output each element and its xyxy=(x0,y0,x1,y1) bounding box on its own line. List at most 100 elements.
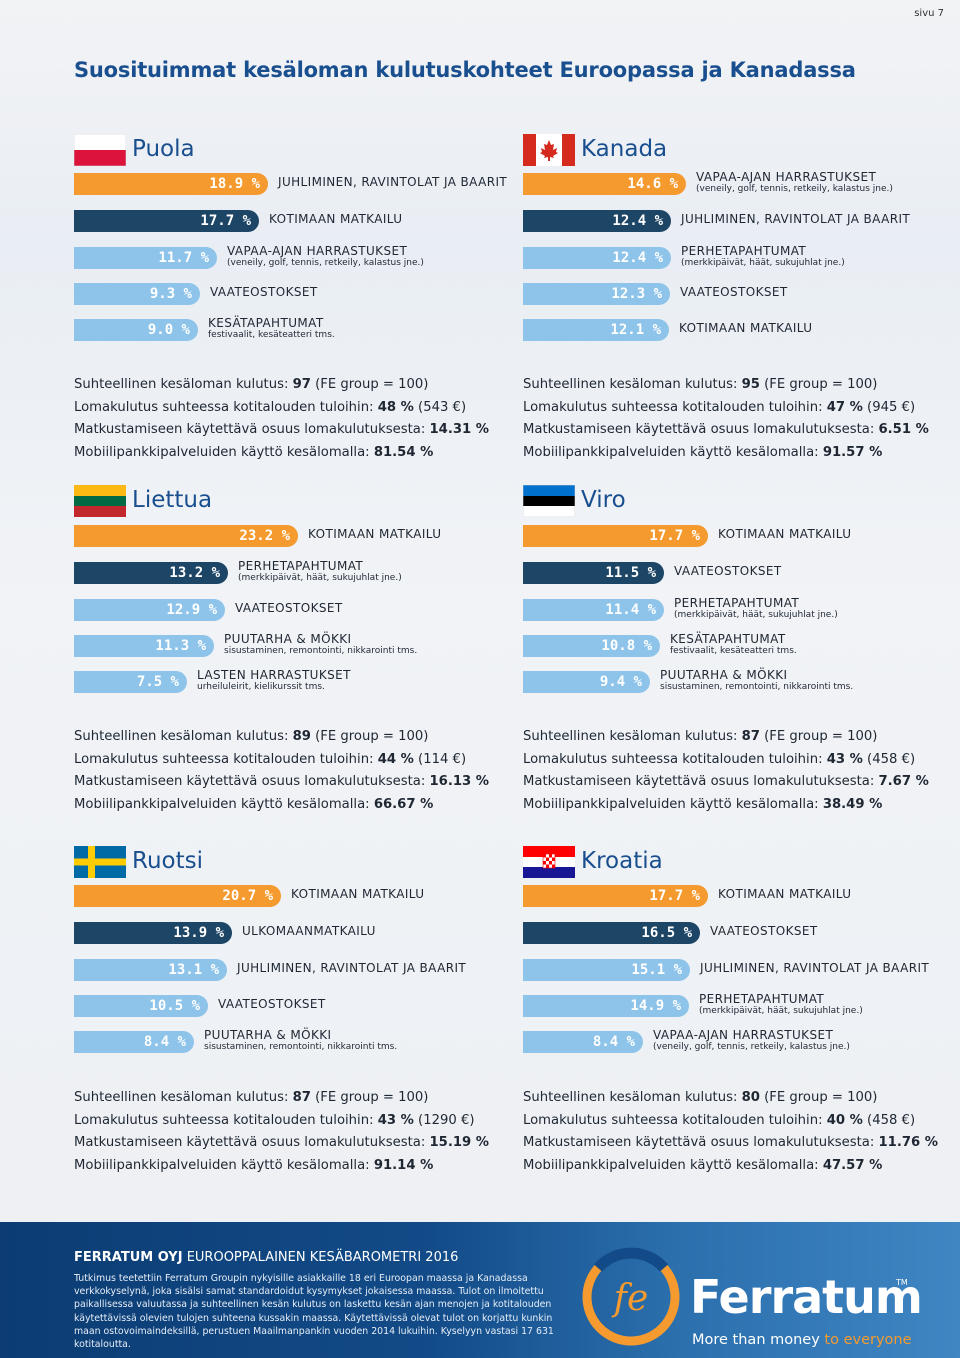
bar xyxy=(523,959,690,981)
bar-row: 7.5 % LASTEN HARRASTUKSET urheiluleirit, k… xyxy=(74,669,514,695)
stat-value: 11.76 % xyxy=(878,1135,939,1150)
ferratum-logo-mark: fe xyxy=(582,1247,680,1346)
category-name: VAPAA-AJAN HARRASTUKSET xyxy=(227,244,408,258)
stat-text: Matkustamiseen käytettävä osuus lomakulu… xyxy=(74,422,430,437)
category-name: PUUTARHA & MÖKKI xyxy=(204,1028,332,1042)
bar-row: 17.7 % KOTIMAAN MATKAILU xyxy=(523,523,960,549)
logo-mark-text: fe xyxy=(611,1278,649,1319)
stat-value: 15.19 % xyxy=(429,1135,490,1150)
stat-value: 38.49 % xyxy=(822,796,883,812)
stat-value: 91.14 % xyxy=(373,1157,434,1173)
croatia-flag xyxy=(523,846,575,878)
bar-row: 14.6 % VAPAA-AJAN HARRASTUKSET (veneily, g… xyxy=(523,171,960,197)
stat-travel-share: Matkustamiseen käytettävä osuus lomakulu… xyxy=(523,419,960,442)
bar-value-label: 13.2 % xyxy=(169,565,220,581)
stat-text: Lomakulutus suhteessa kotitalouden tuloi… xyxy=(74,751,378,767)
category-name: JUHLIMINEN, RAVINTOLAT JA BAARIT xyxy=(278,175,508,189)
bar xyxy=(523,247,671,269)
bar-row: 8.4 % VAPAA-AJAN HARRASTUKSET (veneily, go… xyxy=(523,1029,960,1055)
bar xyxy=(523,210,671,232)
bar-value-label: 7.5 % xyxy=(136,674,179,690)
category-detail: (merkkipäivät, häät, sukujuhlat jne.) xyxy=(674,610,838,620)
category-name: KOTIMAAN MATKAILU xyxy=(308,527,442,541)
stat-travel-share: Matkustamiseen käytettävä osuus lomakulu… xyxy=(74,419,514,442)
bar-row: 11.5 % VAATEOSTOKSET xyxy=(523,560,960,586)
stat-text: Lomakulutus suhteessa kotitalouden tuloi… xyxy=(523,1112,827,1128)
stat-mobile-banking: Mobiilipankkipalveluiden käyttö kesäloma… xyxy=(523,442,960,465)
country-header: Ruotsi xyxy=(74,844,514,882)
category-detail: (veneily, golf, tennis, retkeily, kalast… xyxy=(653,1042,850,1052)
category-name: KOTIMAAN MATKAILU xyxy=(679,321,813,335)
stat-relative-spend: Suhteellinen kesäloman kulutus: 80 (FE g… xyxy=(523,1087,960,1110)
stat-text: Lomakulutus suhteessa kotitalouden tuloi… xyxy=(74,1112,378,1128)
bar xyxy=(523,671,650,693)
bar-row: 20.7 % KOTIMAAN MATKAILU xyxy=(74,883,514,909)
bar-row: 14.9 % PERHETAPAHTUMAT (merkkipäivät, häät… xyxy=(523,993,960,1019)
country-stats: Suhteellinen kesäloman kulutus: 95 (FE g… xyxy=(523,374,960,464)
bar-category-label: VAATEOSTOKSET xyxy=(218,998,326,1011)
bar-category-label: VAATEOSTOKSET xyxy=(235,602,343,615)
stat-value: 80 xyxy=(741,1090,760,1105)
category-detail: (merkkipäivät, häät, sukujuhlat jne.) xyxy=(699,1006,863,1016)
page-number: sivu 7 xyxy=(914,8,944,19)
bar-category-label: KESÄTAPAHTUMAT festivaalit, kesäteatteri … xyxy=(208,317,335,341)
bar-value-label: 17.7 % xyxy=(649,528,700,544)
bar-value-label: 11.5 % xyxy=(605,565,656,581)
bar-value-label: 14.6 % xyxy=(627,176,678,192)
stat-text: Mobiilipankkipalveluiden käyttö kesäloma… xyxy=(523,1157,823,1173)
category-name: VAPAA-AJAN HARRASTUKSET xyxy=(696,170,877,184)
stat-text: Mobiilipankkipalveluiden käyttö kesäloma… xyxy=(74,444,374,460)
country-stats: Suhteellinen kesäloman kulutus: 80 (FE g… xyxy=(523,1087,960,1177)
category-name: KOTIMAAN MATKAILU xyxy=(718,887,852,901)
category-detail: (merkkipäivät, häät, sukujuhlat jne.) xyxy=(681,258,845,268)
bar xyxy=(74,635,214,657)
bar xyxy=(523,319,669,341)
bar-row: 12.3 % VAATEOSTOKSET xyxy=(523,281,960,307)
country-stats: Suhteellinen kesäloman kulutus: 87 (FE g… xyxy=(74,1087,514,1177)
stat-text: (458 €) xyxy=(862,1112,916,1128)
bar xyxy=(74,283,200,305)
estonia-flag xyxy=(523,485,575,517)
category-name: PUUTARHA & MÖKKI xyxy=(224,632,352,646)
bar-value-label: 9.0 % xyxy=(147,322,190,338)
stat-text: Mobiilipankkipalveluiden käyttö kesäloma… xyxy=(74,796,374,812)
category-detail: (merkkipäivät, häät, sukujuhlat jne.) xyxy=(238,573,402,583)
stat-text: Lomakulutus suhteessa kotitalouden tuloi… xyxy=(523,751,827,767)
bar-row: 15.1 % JUHLIMINEN, RAVINTOLAT JA BAARIT xyxy=(523,957,960,983)
logo-ring-gap xyxy=(593,1247,669,1272)
stat-text: (945 €) xyxy=(862,399,916,415)
bar xyxy=(523,283,670,305)
bar-row: 23.2 % KOTIMAAN MATKAILU xyxy=(74,523,514,549)
category-name: KOTIMAAN MATKAILU xyxy=(291,887,425,901)
logo-wordmark: Ferratum xyxy=(690,1270,923,1324)
stat-text: Suhteellinen kesäloman kulutus: xyxy=(74,1090,293,1105)
bar-row: 17.7 % KOTIMAAN MATKAILU xyxy=(523,883,960,909)
bar-value-label: 9.3 % xyxy=(149,286,192,302)
stat-relative-spend: Suhteellinen kesäloman kulutus: 97 (FE g… xyxy=(74,374,514,397)
country-header: Kroatia xyxy=(523,844,960,882)
category-name: VAPAA-AJAN HARRASTUKSET xyxy=(653,1028,834,1042)
stat-relative-spend: Suhteellinen kesäloman kulutus: 89 (FE g… xyxy=(74,726,514,749)
bar xyxy=(74,247,217,269)
bar-category-label: PUUTARHA & MÖKKI sisustaminen, remontoint… xyxy=(660,669,853,693)
page-title: Suosituimmat kesäloman kulutuskohteet Eu… xyxy=(74,58,856,82)
stat-text: Mobiilipankkipalveluiden käyttö kesäloma… xyxy=(74,1157,374,1173)
bar-category-label: JUHLIMINEN, RAVINTOLAT JA BAARIT xyxy=(278,176,507,189)
stat-text: Suhteellinen kesäloman kulutus: xyxy=(523,1090,742,1105)
bar-row: 13.9 % ULKOMAANMATKAILU xyxy=(74,920,514,946)
bar xyxy=(74,1031,194,1053)
category-name: KOTIMAAN MATKAILU xyxy=(269,212,403,226)
bar-row: 10.5 % VAATEOSTOKSET xyxy=(74,993,514,1019)
stat-travel-share: Matkustamiseen käytettävä osuus lomakulu… xyxy=(523,771,960,794)
stat-value: 81.54 % xyxy=(373,444,434,460)
category-detail: sisustaminen, remontointi, nikkarointi t… xyxy=(204,1042,398,1052)
bar-value-label: 9.4 % xyxy=(599,674,642,690)
stat-relative-spend: Suhteellinen kesäloman kulutus: 87 (FE g… xyxy=(74,1087,514,1110)
stat-income-share: Lomakulutus suhteessa kotitalouden tuloi… xyxy=(523,749,960,772)
bar-value-label: 23.2 % xyxy=(239,528,290,544)
bar-row: 12.4 % PERHETAPAHTUMAT (merkkipäivät, häät… xyxy=(523,245,960,271)
bar-value-label: 12.3 % xyxy=(611,286,662,302)
country-header: Kanada xyxy=(523,132,960,170)
tagline-main: More than money xyxy=(692,1332,825,1348)
country-name: Puola xyxy=(132,136,195,162)
